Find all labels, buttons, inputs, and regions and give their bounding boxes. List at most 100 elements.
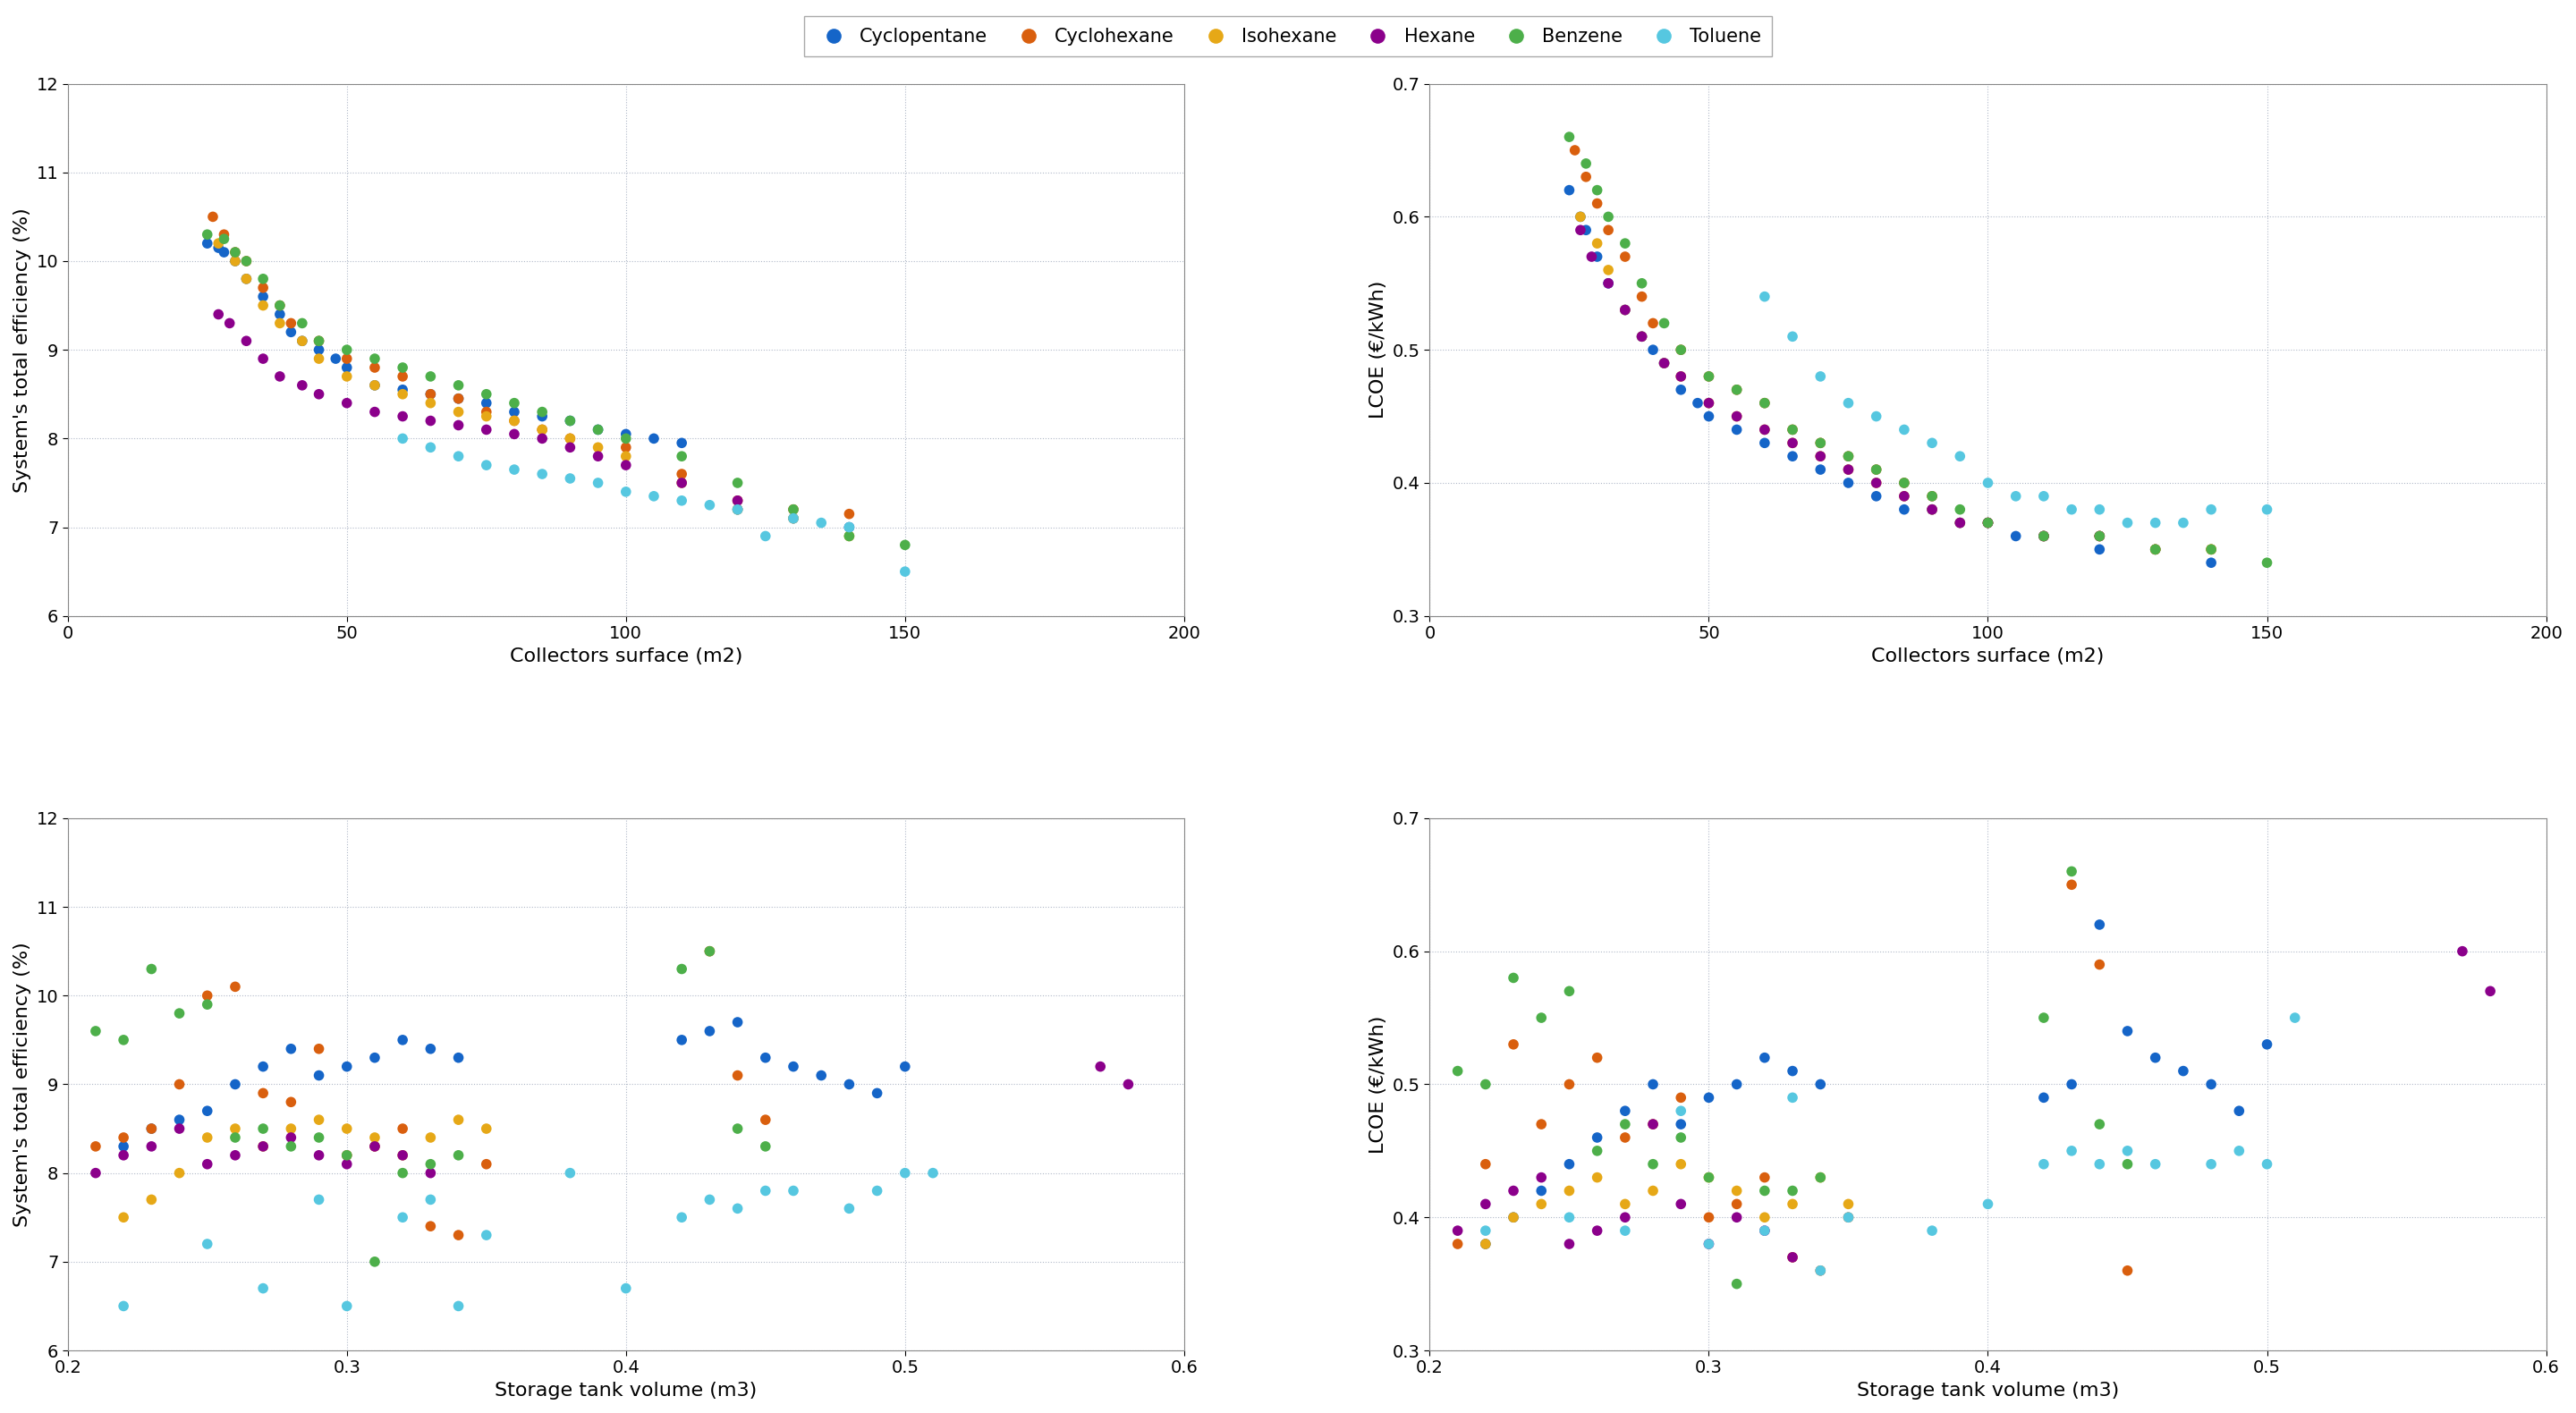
Point <box>2050 1072 2092 1095</box>
Point <box>381 379 422 401</box>
Point <box>495 401 536 424</box>
Point <box>381 1145 422 1167</box>
Point <box>1829 391 1870 414</box>
Point <box>1687 1166 1728 1188</box>
Point <box>1633 1113 1674 1136</box>
Point <box>716 1010 757 1033</box>
Point <box>1772 1060 1814 1082</box>
Point <box>1940 445 1981 468</box>
Point <box>227 250 268 273</box>
Point <box>1855 406 1896 428</box>
Point <box>381 1029 422 1051</box>
Point <box>227 267 268 290</box>
Point <box>744 1135 786 1157</box>
Point <box>1620 271 1662 294</box>
Point <box>662 958 703 981</box>
Point <box>466 1118 507 1140</box>
Point <box>214 1072 255 1095</box>
Point <box>410 391 451 414</box>
Point <box>716 1197 757 1219</box>
Point <box>2107 1020 2148 1043</box>
Point <box>1566 165 1607 188</box>
Point <box>1829 458 1870 480</box>
Point <box>1620 285 1662 308</box>
Point <box>1662 1193 1703 1215</box>
Point <box>1744 1207 1785 1229</box>
Point <box>716 1118 757 1140</box>
Point <box>1643 352 1685 374</box>
Point <box>2190 1153 2231 1176</box>
Point <box>1520 1193 1561 1215</box>
Point <box>1466 1153 1507 1176</box>
Point <box>327 1294 368 1317</box>
Point <box>381 365 422 387</box>
Point <box>855 1180 896 1202</box>
Y-axis label: System's total efficiency (%): System's total efficiency (%) <box>13 208 31 492</box>
Point <box>242 267 283 290</box>
Point <box>381 427 422 449</box>
Point <box>438 401 479 424</box>
Point <box>103 1207 144 1229</box>
Point <box>744 1108 786 1130</box>
Point <box>1577 179 1618 202</box>
Point <box>1587 219 1628 242</box>
Point <box>1940 512 1981 534</box>
Point <box>829 524 871 547</box>
Point <box>1687 365 1728 387</box>
Point <box>299 1126 340 1149</box>
Point <box>2246 1033 2287 1056</box>
Point <box>1605 1126 1646 1149</box>
Point <box>1744 431 1785 454</box>
Point <box>2022 1153 2063 1176</box>
Point <box>242 1082 283 1105</box>
Point <box>131 1135 173 1157</box>
Point <box>1744 1166 1785 1188</box>
Point <box>577 445 618 468</box>
Point <box>2107 512 2148 534</box>
Point <box>1772 1193 1814 1215</box>
Point <box>227 329 268 352</box>
Point <box>1855 472 1896 495</box>
Point <box>1716 379 1757 401</box>
Point <box>1108 1072 1149 1095</box>
Point <box>634 485 675 507</box>
Point <box>1633 1113 1674 1136</box>
Point <box>1716 1193 1757 1215</box>
Point <box>270 1126 312 1149</box>
Point <box>716 489 757 512</box>
Point <box>549 1161 590 1184</box>
Point <box>353 1251 394 1273</box>
Point <box>299 329 340 352</box>
Point <box>1744 1219 1785 1242</box>
Point <box>242 1118 283 1140</box>
Point <box>662 445 703 468</box>
Point <box>204 227 245 250</box>
Point <box>662 431 703 454</box>
Point <box>884 1161 925 1184</box>
Point <box>1911 1219 1953 1242</box>
Point <box>327 356 368 379</box>
Point <box>2050 873 2092 896</box>
Point <box>1716 406 1757 428</box>
Point <box>353 348 394 370</box>
Point <box>410 1161 451 1184</box>
Point <box>1801 431 1842 454</box>
Point <box>1883 499 1924 521</box>
Point <box>1744 418 1785 441</box>
Point <box>381 383 422 406</box>
Point <box>2190 538 2231 561</box>
Point <box>801 1064 842 1087</box>
Point <box>353 356 394 379</box>
Point <box>2190 499 2231 521</box>
Point <box>1620 325 1662 348</box>
Point <box>327 365 368 387</box>
Point <box>1548 979 1589 1002</box>
Point <box>193 205 234 227</box>
Point <box>438 1145 479 1167</box>
Point <box>1643 352 1685 374</box>
Point <box>160 1002 201 1024</box>
Point <box>214 242 255 264</box>
Point <box>185 232 227 254</box>
Point <box>381 1118 422 1140</box>
Point <box>410 1153 451 1176</box>
